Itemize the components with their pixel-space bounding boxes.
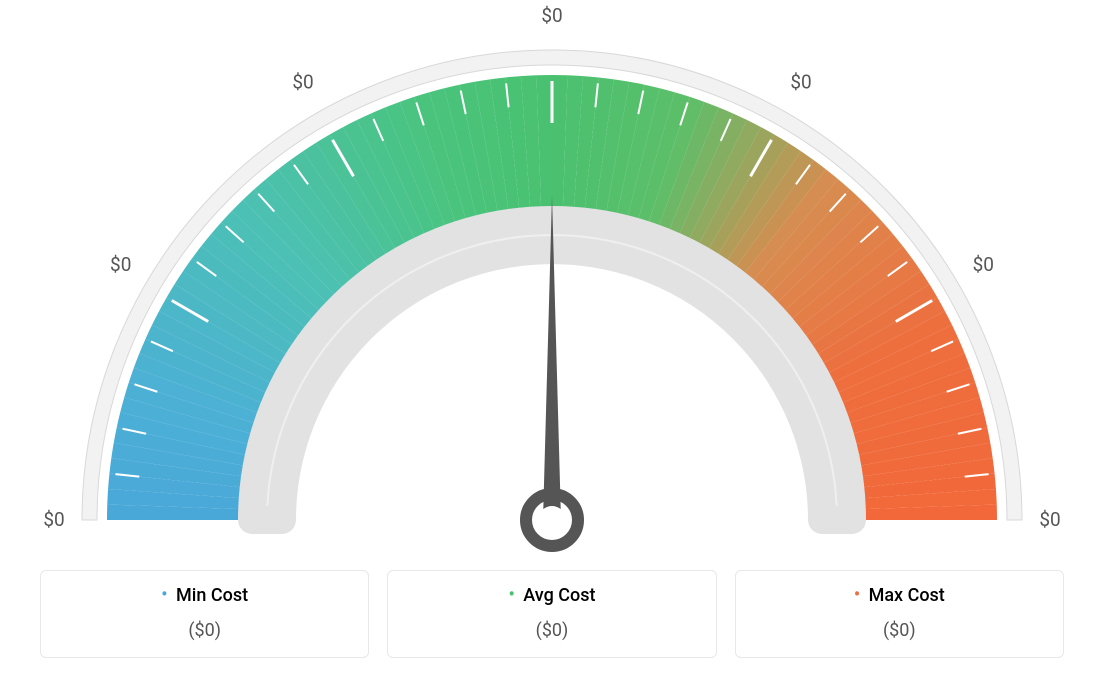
legend-dot-min: • — [161, 584, 167, 605]
legend-value-min: ($0) — [57, 620, 352, 641]
svg-text:$0: $0 — [43, 508, 64, 531]
gauge-svg: $0 $0 $0 $0 $0 $0 $0 — [0, 0, 1104, 560]
legend-dot-max: • — [854, 584, 860, 605]
svg-text:$0: $0 — [973, 253, 994, 276]
legend-label-min: Min Cost — [176, 585, 248, 606]
legend-row: • Min Cost ($0) • Avg Cost ($0) • Max Co… — [0, 570, 1104, 658]
legend-card-max: • Max Cost ($0) — [735, 570, 1064, 658]
svg-text:$0: $0 — [292, 71, 313, 94]
legend-card-min: • Min Cost ($0) — [40, 570, 369, 658]
legend-card-avg: • Avg Cost ($0) — [387, 570, 716, 658]
legend-value-avg: ($0) — [404, 620, 699, 641]
cost-gauge: $0 $0 $0 $0 $0 $0 $0 — [0, 0, 1104, 560]
legend-dot-avg: • — [508, 584, 514, 605]
svg-text:$0: $0 — [541, 4, 562, 27]
legend-value-max: ($0) — [752, 620, 1047, 641]
svg-text:$0: $0 — [790, 71, 811, 94]
legend-label-avg: Avg Cost — [523, 585, 595, 606]
svg-text:$0: $0 — [110, 253, 131, 276]
svg-text:$0: $0 — [1039, 508, 1060, 531]
legend-label-max: Max Cost — [869, 585, 945, 606]
